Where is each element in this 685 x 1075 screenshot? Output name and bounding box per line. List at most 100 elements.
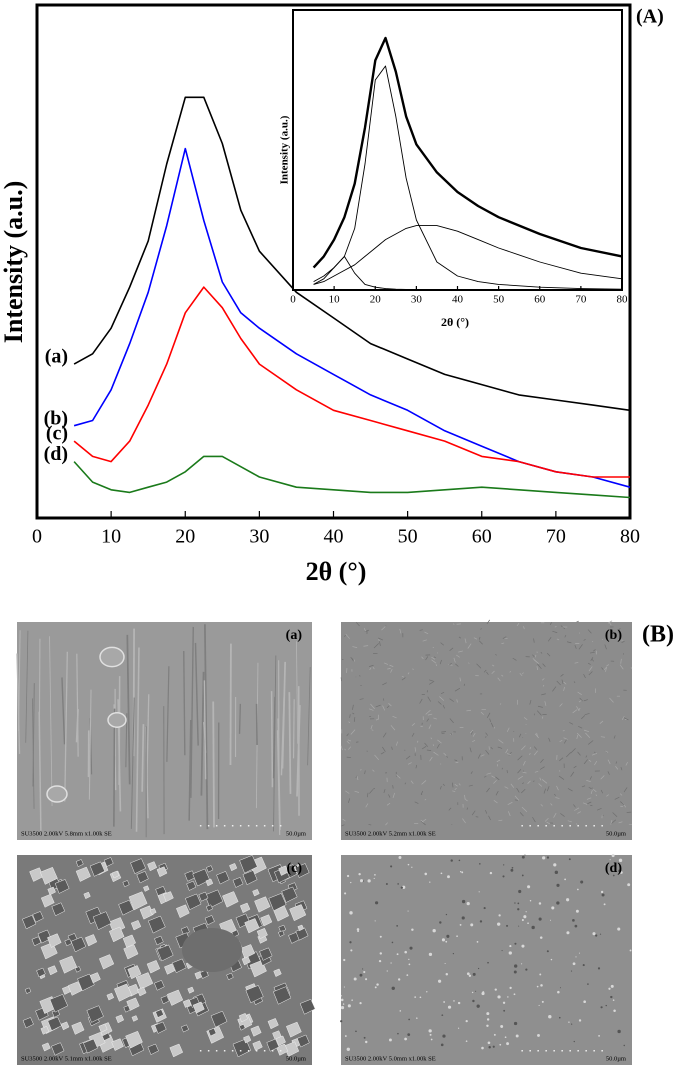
texture xyxy=(391,941,394,944)
texture xyxy=(372,769,375,772)
texture xyxy=(568,858,571,861)
texture xyxy=(454,759,458,762)
texture xyxy=(573,681,576,684)
scale-bar-dot xyxy=(215,825,218,827)
texture xyxy=(375,704,381,708)
texture xyxy=(493,726,496,729)
texture xyxy=(135,972,154,990)
texture xyxy=(563,686,565,692)
texture xyxy=(515,1034,519,1038)
texture xyxy=(407,1033,411,1037)
texture xyxy=(456,654,460,658)
texture xyxy=(455,663,459,667)
texture xyxy=(546,786,550,792)
texture xyxy=(568,1021,570,1023)
texture xyxy=(543,788,546,794)
texture xyxy=(504,1036,507,1039)
texture xyxy=(370,703,375,710)
texture xyxy=(408,958,410,961)
texture xyxy=(41,1042,51,1052)
texture xyxy=(242,870,258,886)
texture xyxy=(378,959,382,963)
scale-bar-dot xyxy=(537,1050,539,1052)
texture xyxy=(425,656,429,661)
texture xyxy=(359,879,364,883)
texture xyxy=(399,1010,402,1012)
scale-bar-dot xyxy=(263,1050,266,1052)
texture xyxy=(433,751,439,756)
texture xyxy=(480,628,482,630)
scale-bar-dot xyxy=(255,1050,258,1052)
texture xyxy=(479,920,483,923)
scale-bar-dot xyxy=(271,1050,274,1052)
texture xyxy=(424,872,428,876)
texture xyxy=(601,893,605,897)
scale-bar-dot xyxy=(247,825,250,827)
texture xyxy=(424,742,429,747)
x-axis-label: 2θ (°) xyxy=(306,557,367,586)
texture xyxy=(149,908,157,915)
texture xyxy=(575,823,578,825)
texture xyxy=(527,780,531,784)
scale-bar-dot xyxy=(569,825,571,827)
texture xyxy=(607,759,611,765)
x-tick-label: 30 xyxy=(411,294,423,306)
texture xyxy=(518,889,522,894)
texture xyxy=(538,1004,540,1007)
texture xyxy=(617,1029,621,1034)
texture xyxy=(538,917,542,921)
texture xyxy=(426,749,432,751)
scale-bar-dot xyxy=(207,1050,210,1052)
texture xyxy=(64,651,68,802)
texture xyxy=(578,952,580,954)
texture xyxy=(521,855,525,859)
texture xyxy=(555,797,560,799)
texture xyxy=(441,731,447,733)
texture xyxy=(619,664,624,670)
scale-bar-dot xyxy=(255,825,258,827)
texture xyxy=(497,746,503,749)
texture xyxy=(200,671,205,796)
texture xyxy=(359,769,362,771)
texture xyxy=(346,733,349,737)
texture xyxy=(487,961,489,964)
texture xyxy=(363,1036,366,1039)
texture xyxy=(416,740,419,743)
texture xyxy=(404,1037,407,1041)
texture xyxy=(517,902,520,905)
texture xyxy=(595,934,598,937)
texture xyxy=(397,883,399,885)
texture xyxy=(46,785,68,803)
texture xyxy=(559,740,563,742)
texture xyxy=(176,904,190,919)
texture xyxy=(380,751,385,755)
texture xyxy=(441,1014,444,1017)
texture xyxy=(563,681,567,685)
texture xyxy=(461,899,466,904)
texture xyxy=(126,997,140,1011)
texture xyxy=(591,752,597,756)
texture xyxy=(551,906,555,910)
scale-bar-dot xyxy=(247,1050,250,1052)
scale-bar-dot xyxy=(239,825,242,827)
texture xyxy=(588,740,594,745)
texture xyxy=(556,901,560,905)
texture xyxy=(428,1029,432,1033)
texture xyxy=(382,732,387,738)
texture xyxy=(583,639,586,641)
texture xyxy=(75,859,84,868)
texture xyxy=(577,811,582,814)
texture xyxy=(372,666,375,670)
texture xyxy=(521,963,523,965)
panel-label: (A) xyxy=(636,6,664,28)
texture xyxy=(374,874,376,876)
texture xyxy=(59,955,78,974)
texture xyxy=(486,1018,490,1021)
texture xyxy=(353,717,356,722)
texture xyxy=(154,980,165,991)
texture xyxy=(533,750,538,756)
texture xyxy=(588,759,592,762)
texture xyxy=(440,872,443,875)
texture xyxy=(534,654,537,658)
texture xyxy=(16,653,21,754)
